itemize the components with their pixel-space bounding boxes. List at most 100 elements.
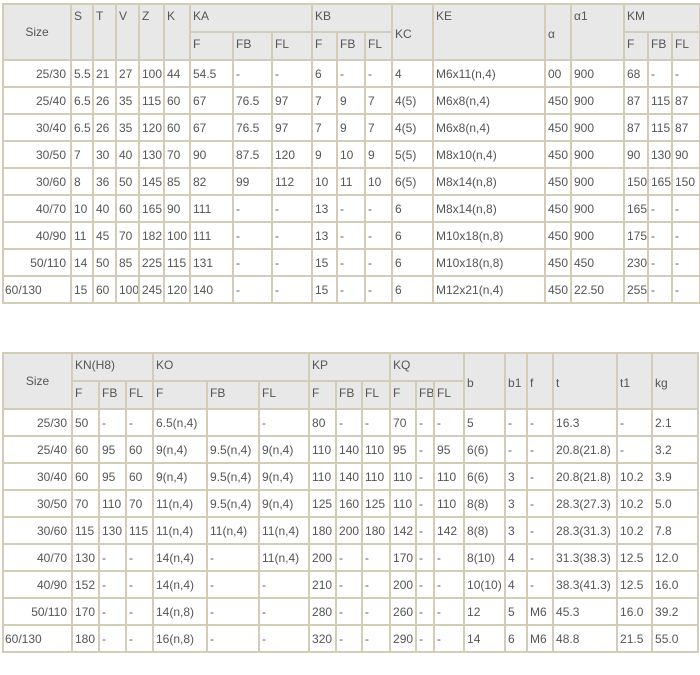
table-cell: - bbox=[616, 435, 654, 464]
column-subheader: FB bbox=[206, 380, 260, 410]
table-cell: 125 bbox=[361, 489, 392, 518]
table-cell: - bbox=[415, 462, 436, 491]
table-cell: 85 bbox=[163, 167, 191, 196]
table-cell: 110 bbox=[433, 489, 466, 518]
table-cell: - bbox=[526, 408, 555, 437]
table-cell: 10 bbox=[336, 140, 366, 169]
table-cell: - bbox=[670, 194, 700, 223]
table-cell: - bbox=[670, 221, 700, 250]
table-cell: 450 bbox=[544, 194, 572, 223]
table-cell: 16.3 bbox=[552, 408, 619, 437]
table-cell: 39.2 bbox=[651, 597, 700, 626]
table-cell: 6.5(n,4) bbox=[152, 408, 208, 437]
size-cell: 60/130 bbox=[2, 275, 72, 304]
table-cell: - bbox=[125, 597, 154, 626]
table-cell: 45 bbox=[92, 221, 117, 250]
table-cell: 70 bbox=[115, 221, 140, 250]
table-cell: 3 bbox=[504, 516, 529, 545]
table-cell: 142 bbox=[389, 516, 418, 545]
table-cell: 97 bbox=[271, 86, 313, 115]
table-cell: 26 bbox=[92, 86, 117, 115]
table-cell: - bbox=[361, 408, 392, 437]
table-cell: 110 bbox=[308, 462, 338, 491]
table-cell: - bbox=[336, 275, 366, 304]
table-cell: 12 bbox=[463, 597, 507, 626]
table-cell: - bbox=[433, 543, 466, 572]
table-row: 30/40 60 95 60 9(n,4) 9.5(n,4) 9(n,4) 110 140 110… bbox=[2, 462, 700, 491]
table-cell: 11 bbox=[70, 221, 94, 250]
column-subheader: FB bbox=[647, 31, 673, 61]
table-cell: - bbox=[206, 543, 260, 572]
column-subheader: FB bbox=[232, 31, 273, 61]
table-cell: - bbox=[232, 194, 273, 223]
column-header: Z bbox=[138, 3, 165, 61]
column-subheader: F bbox=[71, 380, 100, 410]
table-row: 30/60 115 130 115 11(n,4) 11(n,4) 11(n,4) 180 20… bbox=[2, 516, 700, 545]
table-cell: 6 bbox=[391, 248, 434, 277]
column-header: Size bbox=[2, 3, 72, 61]
table-cell: 3 bbox=[504, 462, 529, 491]
table-cell: 70 bbox=[125, 489, 154, 518]
table-cell: 90 bbox=[163, 194, 191, 223]
table-cell: M10x18(n,8) bbox=[432, 248, 546, 277]
table-cell: - bbox=[336, 248, 366, 277]
table-cell: M12x21(n,4) bbox=[432, 275, 546, 304]
table-cell: 40 bbox=[115, 140, 140, 169]
table-cell: 6 bbox=[391, 194, 434, 223]
table-cell: 87 bbox=[670, 113, 700, 142]
table-cell: - bbox=[415, 624, 436, 653]
table-cell: 9.5(n,4) bbox=[206, 489, 260, 518]
table-row: 30/60 8 36 50 145 85 82 99 112 10 11 10 6(5) M8x14(n,… bbox=[2, 167, 700, 196]
table-cell: 6(5) bbox=[391, 167, 434, 196]
table-cell: 87 bbox=[623, 86, 649, 115]
table-cell: 10.2 bbox=[616, 516, 654, 545]
column-header: KC bbox=[391, 3, 434, 61]
table-cell: 230 bbox=[623, 248, 649, 277]
table-cell: - bbox=[361, 597, 392, 626]
table-cell: - bbox=[257, 597, 311, 626]
table-cell: - bbox=[335, 597, 364, 626]
table-cell: 45.3 bbox=[552, 597, 619, 626]
size-cell: 40/90 bbox=[2, 570, 73, 599]
table-cell: 150 bbox=[623, 167, 649, 196]
table-cell: 130 bbox=[138, 140, 165, 169]
table-cell: - bbox=[232, 59, 273, 88]
column-header: b bbox=[463, 352, 507, 410]
table-cell: 140 bbox=[335, 435, 364, 464]
table-cell: 290 bbox=[389, 624, 418, 653]
table-row: 25/40 6.5 26 35 115 60 67 76.5 97 7 9 7 4(5) M6x8(n,4… bbox=[2, 86, 700, 115]
size-cell: 25/30 bbox=[2, 408, 73, 437]
table-cell: - bbox=[98, 408, 127, 437]
table-cell: - bbox=[232, 221, 273, 250]
table-cell: 4(5) bbox=[391, 86, 434, 115]
table-cell: 87.5 bbox=[232, 140, 273, 169]
table-cell: 44 bbox=[163, 59, 191, 88]
table-cell: 38.3(41.3) bbox=[552, 570, 619, 599]
table-cell: - bbox=[415, 570, 436, 599]
table-cell: - bbox=[98, 624, 127, 653]
table-cell: 60 bbox=[163, 86, 191, 115]
table-cell: 15 bbox=[70, 275, 94, 304]
table-cell: 10 bbox=[364, 167, 393, 196]
column-subheader: FB bbox=[335, 380, 364, 410]
table-cell: - bbox=[335, 570, 364, 599]
table-cell: - bbox=[526, 516, 555, 545]
column-subheader: F bbox=[389, 380, 418, 410]
column-subheader: FL bbox=[361, 380, 392, 410]
table-cell: 60 bbox=[71, 462, 100, 491]
size-cell: 50/110 bbox=[2, 248, 72, 277]
table-cell: 12.0 bbox=[651, 543, 700, 572]
table-cell: - bbox=[206, 570, 260, 599]
table-cell: 76.5 bbox=[232, 86, 273, 115]
column-header: α1 bbox=[570, 3, 625, 61]
table-cell: - bbox=[433, 408, 466, 437]
table-cell: 111 bbox=[189, 194, 234, 223]
table-cell: - bbox=[415, 543, 436, 572]
size-cell: 50/110 bbox=[2, 597, 73, 626]
table-cell: 27 bbox=[115, 59, 140, 88]
table-cell: - bbox=[335, 408, 364, 437]
table-cell: 10.2 bbox=[616, 489, 654, 518]
table-cell: 6 bbox=[391, 275, 434, 304]
column-subheader: FL bbox=[670, 31, 700, 61]
column-subheader: FL bbox=[257, 380, 311, 410]
